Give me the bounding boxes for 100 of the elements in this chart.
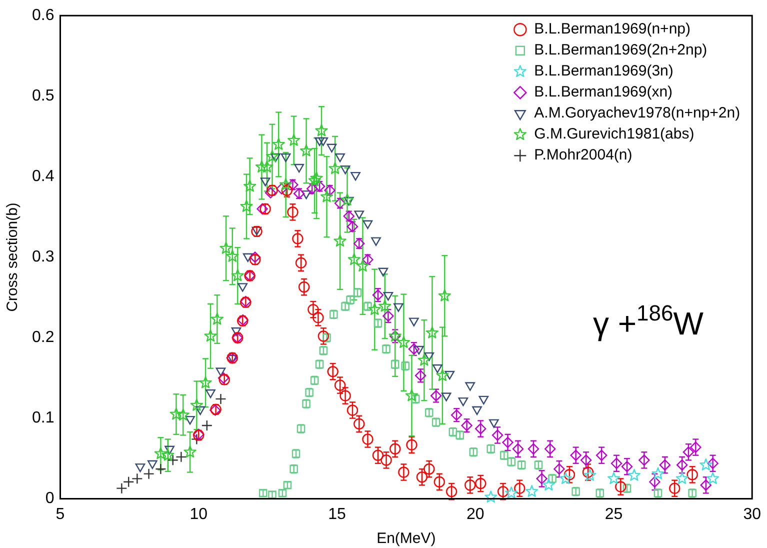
point (497, 486, 509, 498)
point (356, 259, 370, 272)
point (350, 172, 360, 181)
point (405, 389, 418, 402)
legend-label: B.L.Berman1969(2n+2np) (534, 42, 708, 59)
point (536, 473, 548, 484)
point (700, 458, 712, 470)
point (628, 468, 641, 481)
point (264, 187, 276, 198)
point (436, 368, 449, 382)
point (279, 178, 292, 190)
point (372, 450, 384, 461)
point (176, 408, 190, 420)
x-axis-title: En(MeV) (376, 530, 436, 548)
point (362, 254, 374, 266)
point (294, 164, 304, 173)
legend-label: G.M.Gurevich1981(abs) (534, 126, 694, 143)
point (328, 162, 342, 174)
point (227, 354, 238, 364)
point (184, 445, 196, 458)
y-tick-label: 0.4 (32, 168, 54, 186)
point (488, 419, 499, 428)
y-tick-label: 0.5 (32, 88, 54, 105)
point (676, 472, 688, 484)
point (418, 354, 430, 366)
point (354, 210, 364, 220)
point (315, 124, 328, 136)
point (167, 454, 178, 466)
point (408, 318, 419, 326)
point (162, 448, 174, 461)
point (231, 327, 242, 336)
point (368, 302, 381, 315)
point (281, 184, 292, 196)
point (582, 466, 594, 478)
point (301, 190, 312, 200)
point (649, 476, 660, 488)
point (414, 370, 426, 382)
point (287, 179, 298, 190)
x-tick-label: 30 (743, 506, 762, 523)
point (397, 336, 410, 348)
point (295, 257, 307, 268)
point (475, 423, 486, 434)
point (528, 443, 540, 454)
point (249, 254, 261, 266)
point (293, 188, 305, 200)
point (615, 481, 626, 492)
point (176, 451, 187, 463)
point (270, 153, 280, 162)
point (249, 252, 261, 263)
point (287, 206, 298, 218)
point (318, 137, 328, 146)
point (348, 253, 360, 266)
point (444, 370, 455, 380)
point (461, 420, 472, 432)
point (231, 269, 244, 282)
point (132, 473, 143, 484)
point (378, 268, 388, 276)
y-tick-label: 0.6 (32, 7, 54, 24)
point (682, 446, 694, 458)
point (441, 392, 452, 402)
point (340, 193, 354, 206)
point (465, 382, 476, 391)
point (308, 304, 319, 316)
point (298, 281, 310, 293)
point (652, 467, 664, 480)
legend-label: A.M.Goryachev1978(n+np+2n) (534, 104, 740, 122)
y-tick-label: 0.2 (32, 329, 54, 346)
point (272, 138, 285, 150)
point (424, 463, 435, 475)
point (408, 343, 420, 355)
point (580, 454, 592, 466)
legend-label: B.L.Berman1969(xn) (534, 84, 673, 101)
point (398, 466, 410, 478)
point (542, 478, 555, 491)
point (280, 153, 291, 162)
point (464, 480, 476, 491)
point (390, 443, 401, 454)
point (475, 478, 486, 490)
point (426, 326, 438, 338)
point (362, 220, 373, 229)
point (255, 160, 268, 172)
point (514, 482, 526, 494)
point (320, 190, 334, 202)
point (706, 472, 720, 484)
point (690, 442, 702, 453)
point (340, 166, 350, 174)
x-tick-label: 20 (466, 506, 484, 523)
point (610, 458, 622, 469)
point (318, 330, 330, 342)
point (526, 484, 538, 498)
point (584, 468, 596, 481)
point (244, 180, 256, 192)
point (260, 160, 274, 172)
point (190, 398, 203, 411)
point (185, 416, 195, 425)
point (216, 368, 226, 376)
point (288, 134, 300, 146)
x-tick-label: 10 (190, 506, 208, 523)
point (116, 482, 128, 494)
point (596, 450, 608, 461)
